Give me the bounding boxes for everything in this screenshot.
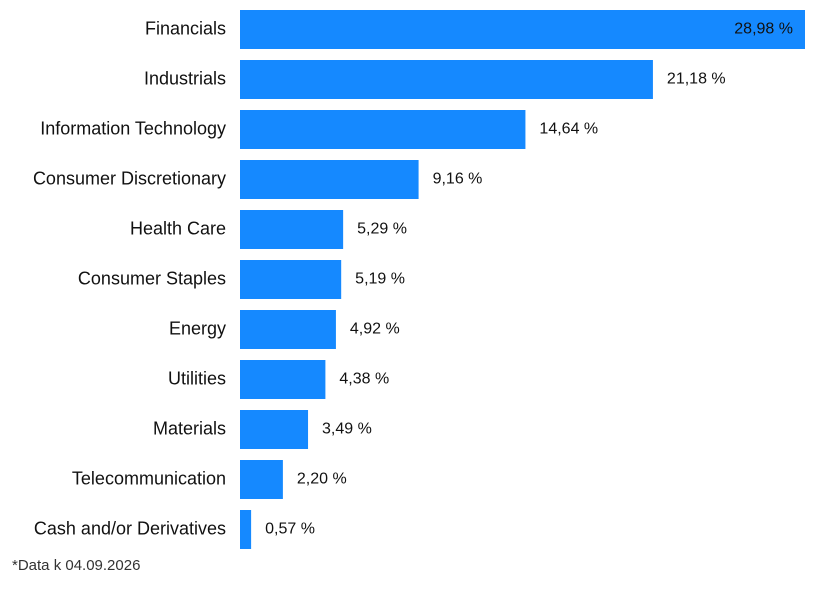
category-label-0: Financials [145,18,226,38]
value-label-10: 0,57 % [265,521,315,538]
category-label-8: Materials [153,418,226,438]
bar-0 [240,10,805,49]
bar-5 [240,260,342,299]
value-label-3: 9,16 % [433,171,483,188]
category-label-4: Health Care [130,218,226,238]
bar-7 [240,360,326,399]
category-label-6: Energy [169,318,226,338]
bar-3 [240,160,419,199]
value-label-1: 21,18 % [667,71,726,88]
bar-6 [240,310,336,349]
bar-4 [240,210,344,249]
bar-9 [240,460,283,499]
bar-2 [240,110,526,149]
category-label-3: Consumer Discretionary [33,168,226,188]
category-label-7: Utilities [168,368,226,388]
value-label-9: 2,20 % [297,471,347,488]
value-label-5: 5,19 % [355,271,405,288]
bar-1 [240,60,653,99]
value-label-7: 4,38 % [339,371,389,388]
category-label-9: Telecommunication [72,468,226,488]
category-label-10: Cash and/or Derivatives [34,518,226,538]
category-label-2: Information Technology [40,118,226,138]
bar-8 [240,410,309,449]
category-label-5: Consumer Staples [78,268,226,288]
value-label-8: 3,49 % [322,421,372,438]
data-date-footnote: *Data k 04.09.2026 [12,557,141,574]
bar-10 [240,510,252,549]
value-label-2: 14,64 % [539,121,598,138]
category-label-1: Industrials [144,68,226,88]
value-label-4: 5,29 % [357,221,407,238]
value-label-6: 4,92 % [350,321,400,338]
value-label-0: 28,98 % [734,21,793,38]
